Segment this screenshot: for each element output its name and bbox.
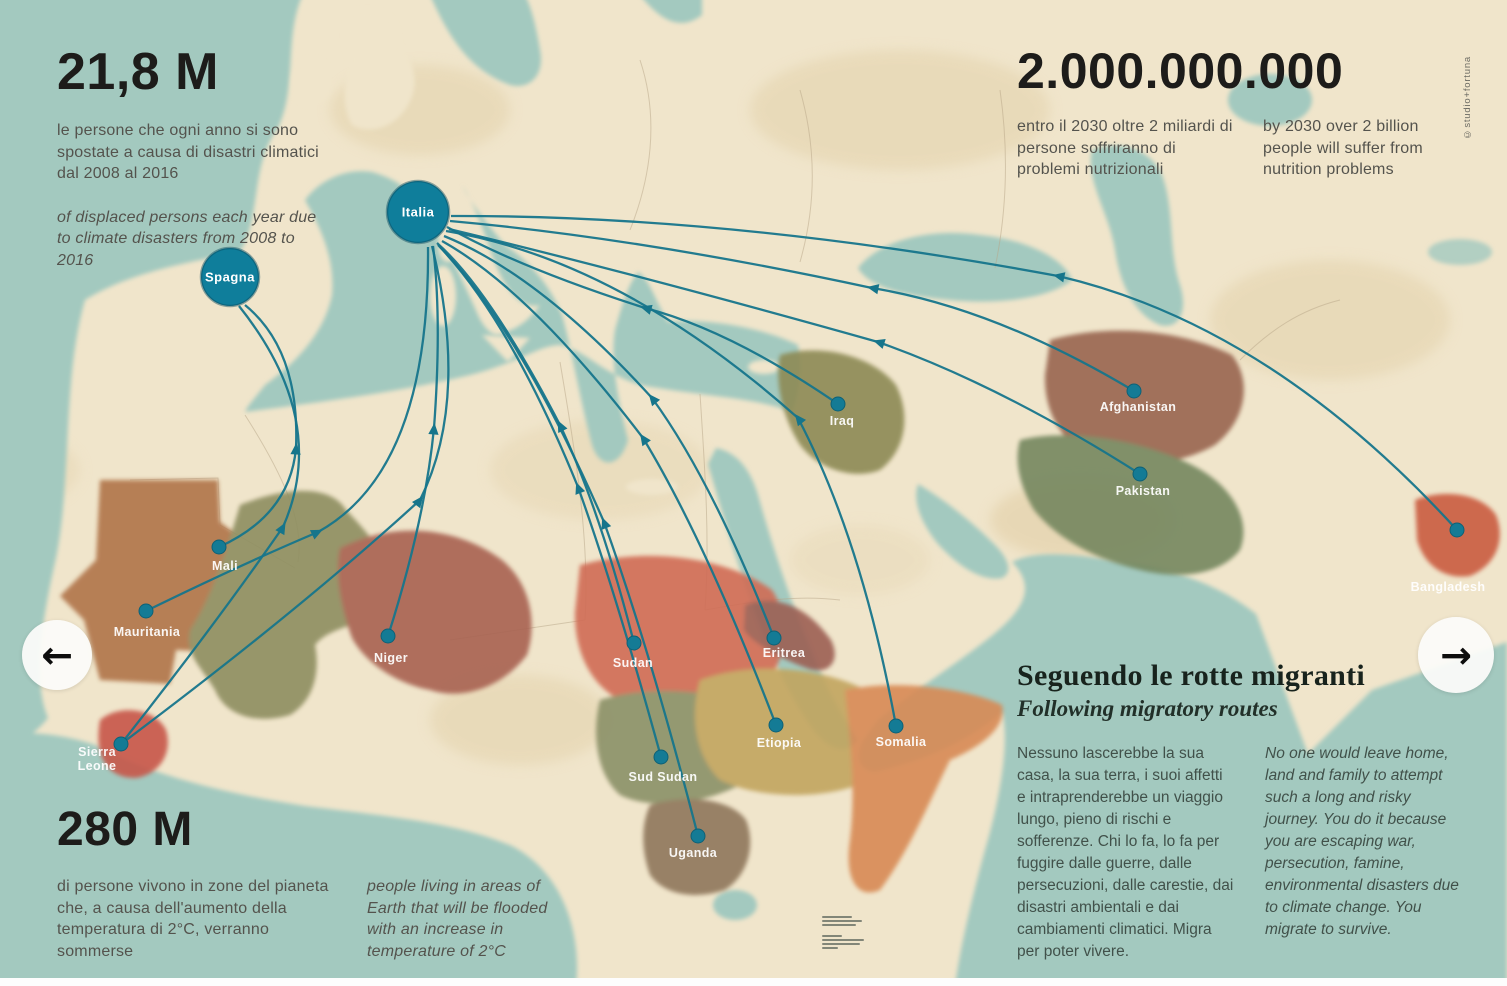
country-dot-somalia: [888, 718, 904, 734]
country-dot-sudan: [626, 635, 642, 651]
stat-nutrition-text-it: entro il 2030 oltre 2 miliardi di person…: [1017, 118, 1233, 179]
destination-label-italia: Italia: [402, 205, 435, 220]
country-markers: Mauritania Mali Niger Sierra Leone Sudan Sud S…: [78, 383, 1486, 860]
studio-credit: ©studio+fortuna: [1462, 56, 1473, 140]
country-dot-uganda: [690, 828, 706, 844]
route-mali-to-spagna: [218, 304, 301, 549]
country-shape-sudan: [574, 555, 785, 709]
route-sierraleone-to-italia: [120, 245, 450, 745]
country-shape-somalia: [845, 685, 1003, 893]
stat-displaced: 21,8 M le persone che ogni anno si sono …: [57, 46, 357, 272]
stat-flooded-value: 280 M: [57, 803, 193, 856]
stat-displaced-text-it: le persone che ogni anno si sono spostat…: [57, 122, 319, 183]
route-sudsudan-to-italia: [437, 244, 663, 758]
country-dot-afghanistan: [1126, 383, 1142, 399]
country-shape-sierraleone: [98, 710, 168, 778]
destination-label-spagna: Spagna: [205, 270, 255, 285]
route-mauritania-to-italia: [145, 246, 430, 613]
routes-panel-body-en: No one would leave home, land and family…: [1265, 744, 1459, 938]
country-shape-niger: [337, 530, 532, 694]
page-edge: [0, 978, 1507, 986]
route-eritrea-to-italia: [443, 234, 776, 639]
country-label-iraq: Iraq: [830, 414, 855, 428]
migration-routes: [120, 214, 1458, 837]
country-label-etiopia: Etiopia: [757, 736, 802, 750]
country-dot-iraq: [830, 396, 846, 412]
country-dot-eritrea: [766, 630, 782, 646]
country-dot-mali: [211, 539, 227, 555]
routes-panel-title-en: Following migratory routes: [1017, 695, 1278, 721]
route-niger-to-italia: [386, 245, 439, 637]
prev-button[interactable]: ←: [22, 620, 92, 690]
routes-panel-body-it: Nessuno lascerebbe la sua casa, la sua t…: [1017, 744, 1234, 960]
country-label-somalia: Somalia: [876, 735, 927, 749]
country-dot-mauritania: [138, 603, 154, 619]
route-uganda-to-italia: [439, 246, 700, 837]
country-label-sierraleone: Sierra Leone: [78, 745, 117, 773]
country-shape-uganda: [643, 799, 751, 895]
routes-panel-title-it: Seguendo le rotte migranti: [1017, 659, 1366, 692]
country-label-eritrea: Eritrea: [763, 646, 806, 660]
arrow-left-icon: ←: [41, 633, 73, 677]
route-pakistan-to-italia: [448, 227, 1141, 475]
stat-nutrition: 2.000.000.000 entro il 2030 oltre 2 mili…: [1017, 46, 1447, 181]
stat-nutrition-text-en: by 2030 over 2 billion people will suffe…: [1263, 118, 1423, 179]
stat-flooded-text-en: people living in areas of Earth that wil…: [367, 878, 548, 960]
route-sudan-to-italia: [436, 242, 636, 644]
country-shape-pakistan: [1017, 435, 1244, 575]
route-sierraleone-to-spagna: [120, 305, 301, 745]
route-somalia-to-italia: [445, 229, 898, 727]
stat-displaced-value: 21,8 M: [57, 43, 219, 101]
route-bangladesh-to-italia: [450, 214, 1458, 531]
country-label-sudan: Sudan: [613, 656, 653, 670]
country-label-mali: Mali: [212, 559, 238, 573]
country-shape-afghanistan: [1044, 330, 1244, 464]
destination-circle-italia: [385, 179, 451, 245]
stat-displaced-text-en: of displaced persons each year due to cl…: [57, 208, 317, 269]
country-label-sudsudan: Sud Sudan: [629, 770, 698, 784]
arrow-right-icon: →: [1440, 633, 1472, 677]
destination-circle-spagna: [199, 246, 261, 308]
country-dot-bangladesh: [1449, 522, 1465, 538]
routes-panel: Seguendo le rotte migranti Following mig…: [1017, 660, 1467, 963]
country-dot-sudsudan: [653, 749, 669, 765]
country-label-pakistan: Pakistan: [1116, 484, 1171, 498]
country-label-niger: Niger: [374, 651, 408, 665]
stat-nutrition-value: 2.000.000.000: [1017, 43, 1344, 99]
country-label-mauritania: Mauritania: [114, 625, 181, 639]
country-label-bangladesh: Bangladesh: [1411, 580, 1486, 594]
country-dot-niger: [380, 628, 396, 644]
stat-flooded: 280 M di persone vivono in zone del pian…: [57, 806, 617, 962]
route-etiopia-to-italia: [441, 239, 778, 726]
route-iraq-to-italia: [446, 225, 839, 405]
country-dot-pakistan: [1132, 466, 1148, 482]
country-label-uganda: Uganda: [669, 846, 718, 860]
fine-print-credits: [822, 916, 866, 949]
route-afghanistan-to-italia: [449, 219, 1135, 392]
country-dot-etiopia: [768, 717, 784, 733]
country-dot-sierraleone: [113, 736, 129, 752]
stat-flooded-text-it: di persone vivono in zone del pianeta ch…: [57, 878, 329, 960]
next-button[interactable]: →: [1418, 617, 1494, 693]
destination-markers: Italia Spagna: [199, 179, 451, 308]
country-label-afghanistan: Afghanistan: [1100, 400, 1177, 414]
